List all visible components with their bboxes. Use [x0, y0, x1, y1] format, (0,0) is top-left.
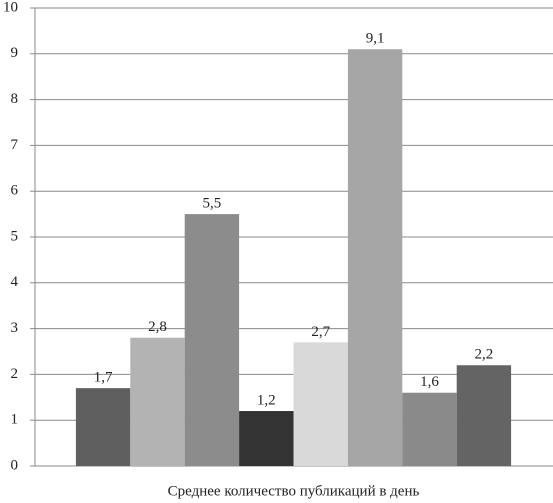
bar: [130, 337, 185, 466]
y-tick-label: 4: [11, 274, 19, 290]
bar: [75, 388, 131, 466]
y-tick-label: 7: [11, 137, 19, 153]
y-tick-label: 0: [11, 457, 19, 473]
value-label: 2,8: [148, 319, 167, 335]
y-tick-label: 8: [11, 91, 19, 107]
x-tick-label: Среднее количество публикаций в день: [168, 483, 420, 499]
bar: [239, 411, 294, 466]
bar: [184, 214, 240, 466]
y-tick-label: 10: [3, 0, 18, 15]
y-tick-label: 3: [11, 320, 19, 336]
bar: [456, 365, 512, 466]
bar: [347, 49, 403, 466]
y-tick-label: 6: [11, 183, 19, 199]
value-label: 2,2: [475, 347, 494, 363]
bar: [293, 342, 348, 466]
value-label: 9,1: [366, 31, 385, 47]
y-tick-label: 5: [11, 228, 19, 244]
value-label: 5,5: [203, 196, 222, 212]
bar: [402, 392, 457, 466]
value-label: 1,6: [420, 374, 439, 390]
y-tick-label: 9: [11, 45, 19, 61]
value-label: 1,2: [257, 392, 276, 408]
y-tick-label: 1: [11, 412, 19, 428]
value-label: 2,7: [311, 324, 330, 340]
y-tick-label: 2: [11, 366, 19, 382]
value-label: 1,7: [94, 370, 113, 386]
